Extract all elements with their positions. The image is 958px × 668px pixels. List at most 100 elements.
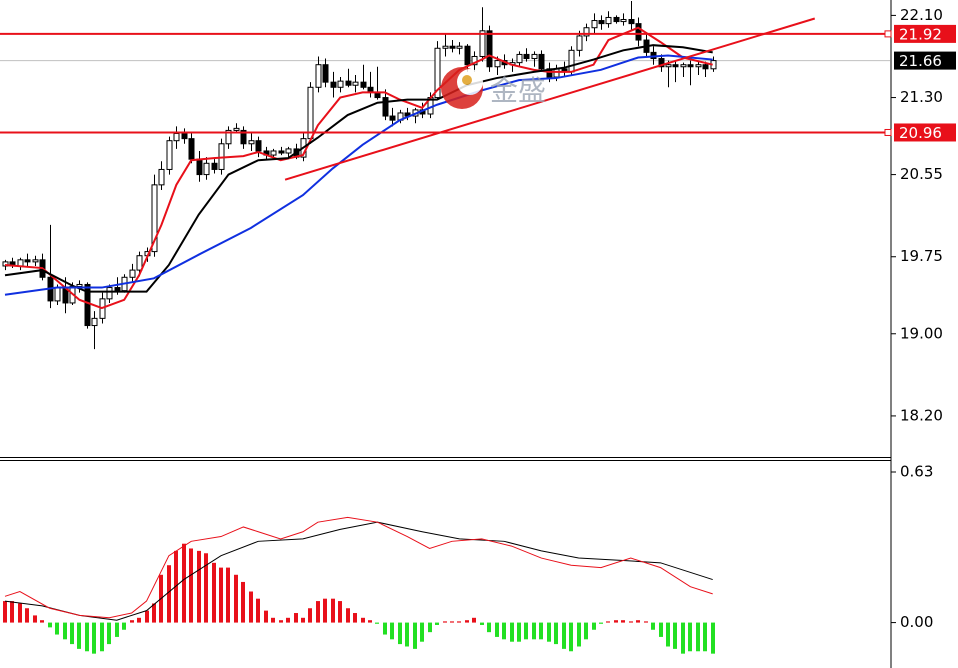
histogram-bar: [487, 622, 491, 633]
histogram-bar: [115, 622, 119, 637]
histogram-bar: [55, 622, 59, 635]
histogram-bar: [85, 622, 89, 652]
candle-body: [307, 86, 314, 140]
histogram-bar: [3, 601, 7, 623]
histogram-bar: [63, 622, 67, 640]
last-price-tag: [894, 51, 956, 70]
watermark-text: 金盛: [490, 74, 546, 107]
histogram-bar: [450, 621, 454, 623]
histogram-bar: [316, 601, 320, 623]
histogram-bar: [271, 617, 275, 623]
candle-body: [568, 49, 575, 73]
candle-body: [471, 55, 478, 66]
line: [4, 44, 713, 293]
histogram-bar: [18, 603, 22, 623]
histogram-bar: [629, 621, 633, 623]
histogram-bar: [40, 620, 44, 623]
candle-body: [255, 140, 262, 152]
histogram-bar: [189, 548, 193, 623]
line: [4, 26, 713, 310]
histogram-bar: [614, 620, 618, 623]
price-tag-label: 20.96: [899, 124, 942, 142]
candle-body: [531, 53, 538, 60]
histogram-bar: [308, 608, 312, 623]
histogram-bar: [472, 617, 476, 623]
candle-body: [620, 19, 627, 23]
y-tick-label: 0.00: [900, 613, 933, 631]
histogram-bar: [443, 621, 447, 623]
candle-body: [635, 23, 642, 41]
y-tick-label: 21.30: [900, 88, 943, 106]
histogram-bar: [241, 581, 245, 623]
histogram-bar: [182, 543, 186, 623]
candle-body: [382, 97, 389, 117]
histogram-bar: [480, 622, 484, 625]
histogram-bar: [197, 550, 201, 623]
candle-body: [665, 64, 672, 68]
histogram-bar: [621, 620, 625, 623]
plot-area: [0, 1, 890, 350]
candle-body: [285, 148, 292, 154]
candle-body: [240, 129, 247, 145]
candle-body: [516, 53, 523, 64]
histogram-bar: [584, 622, 588, 640]
histogram-bar: [25, 608, 29, 623]
histogram-bar: [502, 622, 506, 640]
histogram-bar: [301, 617, 305, 623]
histogram-bar: [413, 622, 417, 649]
histogram-bar: [33, 615, 37, 623]
candle-body: [91, 317, 98, 327]
plot-area: [3, 516, 715, 654]
histogram-bar: [383, 622, 387, 635]
candle-body: [203, 162, 210, 176]
candle-body: [322, 64, 329, 83]
candle-body: [188, 138, 195, 160]
histogram-bar: [249, 591, 253, 623]
candle-body: [248, 140, 255, 145]
price-marker: [884, 128, 892, 136]
histogram-bar: [70, 622, 74, 645]
candle-body: [158, 168, 165, 186]
histogram-bar: [279, 620, 283, 623]
histogram-bar: [212, 562, 216, 623]
histogram-bar: [264, 610, 268, 623]
candle-body: [591, 20, 598, 29]
histogram-bar: [405, 622, 409, 647]
histogram-bar: [48, 622, 52, 628]
candle-body: [680, 64, 687, 68]
candle-body: [687, 64, 694, 68]
histogram-bar: [226, 567, 230, 623]
candle-body: [456, 45, 463, 49]
histogram-bar: [651, 622, 655, 630]
candle-body: [315, 64, 322, 88]
candle-body: [106, 287, 113, 300]
histogram-bar: [145, 610, 149, 623]
histogram-bar: [77, 622, 81, 649]
histogram-bar: [100, 622, 104, 652]
histogram-bar: [174, 550, 178, 623]
candle-body: [538, 53, 545, 70]
candle-body: [389, 115, 396, 121]
candle-body: [598, 20, 605, 25]
candle-body: [658, 58, 665, 68]
histogram-bar: [137, 617, 141, 623]
histogram-bar: [644, 621, 648, 623]
histogram-bar: [286, 617, 290, 623]
candle-body: [628, 19, 635, 25]
candle-body: [583, 27, 590, 37]
histogram-bar: [606, 621, 610, 623]
y-tick-label: 18.20: [900, 406, 943, 424]
line: [284, 17, 816, 181]
histogram-bar: [107, 622, 111, 645]
histogram-bar: [673, 622, 677, 649]
histogram-bar: [420, 622, 424, 642]
candle-body: [434, 47, 441, 99]
y-tick-label: 20.55: [900, 165, 943, 183]
y-tick-label: 19.00: [900, 324, 943, 342]
histogram-bar: [636, 620, 640, 623]
candle-body: [24, 259, 31, 263]
candle-body: [576, 35, 583, 51]
histogram-bar: [547, 622, 551, 642]
candle-body: [84, 283, 91, 327]
